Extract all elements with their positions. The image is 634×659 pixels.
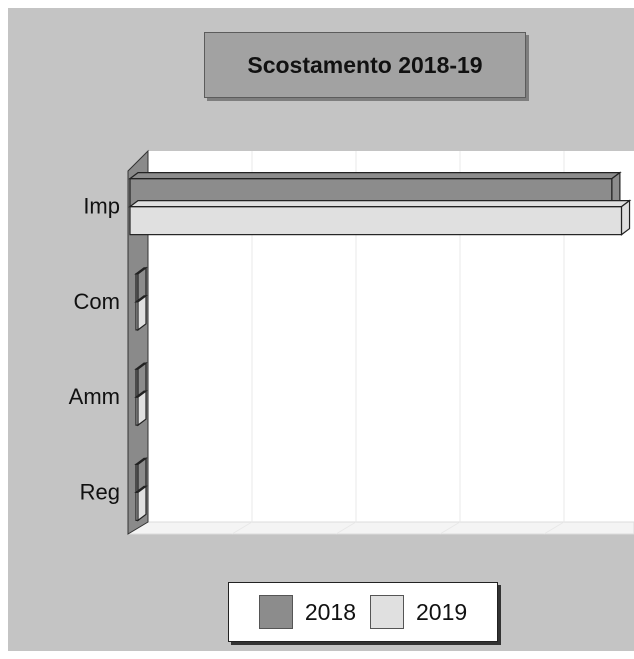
plot-floor bbox=[127, 521, 634, 535]
y-tick-label: Imp bbox=[83, 194, 120, 219]
bar-side-2019-Imp bbox=[620, 199, 631, 236]
plot-area: Imp Com Amm Reg bbox=[69, 149, 634, 535]
y-tick-label: Reg bbox=[80, 479, 120, 504]
plot-side-wall bbox=[127, 149, 149, 535]
chart-frame: Scostamento 2018-19 Imp Com Amm Reg 2018 20… bbox=[8, 8, 634, 651]
gridline-floor bbox=[543, 521, 565, 535]
bar-side-2019-Reg bbox=[137, 485, 147, 522]
legend: 2018 2019 bbox=[228, 582, 498, 642]
legend-item-2018: 2018 bbox=[258, 595, 356, 629]
legend-item-2019: 2019 bbox=[370, 595, 467, 629]
legend-label-2018: 2018 bbox=[304, 598, 356, 625]
legend-swatch-2018 bbox=[258, 595, 293, 629]
gridline-floor bbox=[231, 521, 253, 535]
chart-title: Scostamento 2018-19 bbox=[204, 32, 526, 98]
y-tick-label: Com bbox=[74, 289, 120, 314]
gridline-floor bbox=[439, 521, 461, 535]
bar-2019-Imp bbox=[129, 206, 623, 236]
bar-side-2019-Amm bbox=[137, 389, 147, 427]
bar-side-2019-Com bbox=[137, 294, 147, 332]
bar-top-2019-Imp bbox=[128, 200, 632, 208]
bar-top-2018-Imp bbox=[128, 172, 622, 180]
legend-swatch-2019 bbox=[370, 595, 404, 629]
y-tick-label: Amm bbox=[69, 384, 120, 409]
legend-label-2019: 2019 bbox=[416, 598, 468, 625]
gridline-floor bbox=[335, 521, 357, 535]
